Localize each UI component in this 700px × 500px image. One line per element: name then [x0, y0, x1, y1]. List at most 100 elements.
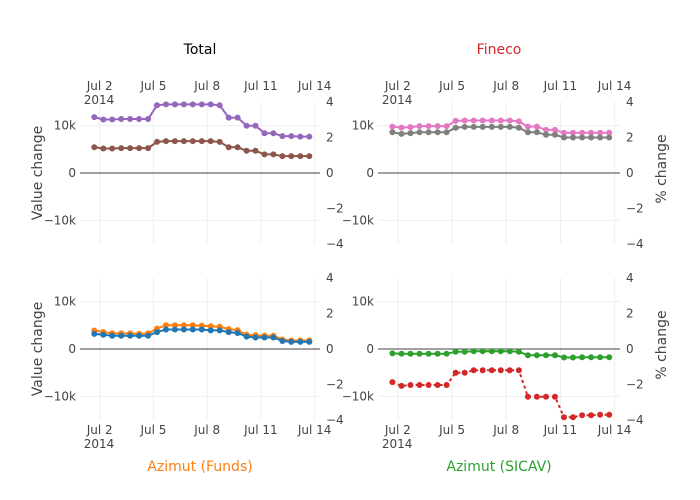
data-point: [543, 126, 549, 133]
data-point: [270, 334, 277, 341]
data-point: [561, 354, 567, 361]
data-point: [443, 123, 450, 130]
data-point: [461, 117, 468, 124]
x-tick-label: Jul 2: [86, 423, 113, 437]
data-point: [145, 332, 152, 339]
data-point: [100, 331, 107, 338]
data-point: [243, 147, 250, 154]
y-right-axis-title: % change: [654, 134, 670, 203]
data-point: [488, 123, 495, 130]
data-point: [570, 414, 576, 421]
data-point: [306, 338, 313, 345]
data-point: [588, 129, 595, 136]
data-point: [506, 367, 513, 374]
data-point: [398, 350, 405, 357]
data-point: [180, 322, 187, 329]
data-point: [425, 129, 432, 136]
data-point: [470, 348, 477, 355]
y-right-tick-label: −4: [326, 237, 344, 251]
data-point: [515, 124, 522, 131]
data-point: [488, 367, 495, 374]
series-line-1: [392, 369, 610, 419]
data-point: [398, 124, 405, 131]
y-left-tick-label: −10k: [342, 213, 374, 227]
data-point: [533, 352, 540, 359]
y-right-tick-label: −4: [626, 237, 644, 251]
data-point: [506, 117, 513, 124]
data-point: [543, 352, 549, 359]
y-left-tick-label: 10k: [352, 295, 374, 309]
x-tick-sublabel: 2014: [382, 437, 413, 451]
x-tick-sublabel: 2014: [84, 437, 115, 451]
data-point: [171, 326, 178, 333]
data-point: [109, 332, 116, 339]
data-point: [189, 101, 196, 108]
data-point: [154, 138, 160, 145]
data-point: [207, 323, 214, 330]
y-right-tick-label: 4: [626, 271, 634, 285]
data-point: [452, 348, 459, 355]
x-tick-label: Jul 8: [193, 423, 220, 437]
x-tick-label: Jul 8: [492, 423, 519, 437]
y-right-tick-label: −2: [326, 202, 344, 216]
data-point: [443, 350, 450, 357]
data-point: [543, 131, 549, 138]
y-left-tick-label: −10k: [44, 213, 76, 227]
data-point: [306, 153, 313, 160]
data-point: [570, 129, 576, 136]
y-left-tick-label: 10k: [352, 119, 374, 133]
x-tick-label: Jul 5: [139, 423, 166, 437]
data-point: [100, 145, 107, 152]
data-point: [261, 130, 268, 137]
data-point: [91, 114, 98, 121]
data-point: [497, 117, 504, 124]
data-point: [398, 130, 405, 137]
x-tick-label: Jul 11: [243, 79, 278, 93]
data-point: [279, 133, 286, 140]
data-point: [552, 131, 558, 138]
data-point: [243, 333, 250, 340]
data-point: [552, 352, 558, 359]
x-tick-sublabel: 2014: [84, 93, 115, 107]
y-right-tick-label: −4: [626, 413, 644, 427]
data-point: [216, 138, 223, 145]
data-point: [407, 130, 414, 137]
y-right-axis-title: % change: [654, 310, 670, 379]
data-point: [533, 129, 540, 136]
y-left-tick-label: 10k: [54, 295, 76, 309]
data-point: [543, 393, 549, 400]
x-tick-label: Jul 8: [193, 79, 220, 93]
y-left-tick-label: 0: [366, 166, 374, 180]
data-point: [434, 129, 441, 136]
data-point: [461, 123, 468, 130]
data-point: [180, 101, 187, 108]
data-point: [579, 412, 586, 419]
data-point: [434, 123, 441, 130]
data-point: [452, 124, 459, 131]
x-tick-label: Jul 14: [597, 79, 632, 93]
data-point: [425, 382, 432, 388]
data-point: [234, 144, 241, 151]
data-point: [234, 330, 241, 336]
data-point: [109, 116, 116, 123]
data-point: [288, 153, 295, 160]
data-point: [606, 134, 613, 141]
data-point: [279, 153, 286, 160]
y-right-tick-label: 2: [326, 131, 334, 145]
x-tick-label: Jul 5: [438, 79, 465, 93]
data-point: [163, 322, 169, 329]
data-point: [389, 379, 396, 386]
data-point: [561, 414, 567, 421]
data-point: [552, 126, 558, 133]
x-tick-label: Jul 11: [543, 423, 578, 437]
y-left-tick-label: −10k: [342, 389, 374, 403]
data-point: [198, 326, 205, 333]
data-point: [497, 123, 504, 130]
panel-title: Azimut (SICAV): [446, 459, 551, 475]
data-point: [606, 354, 613, 361]
data-point: [297, 133, 304, 140]
y-right-tick-label: −2: [626, 378, 644, 392]
x-tick-label: Jul 11: [543, 79, 578, 93]
